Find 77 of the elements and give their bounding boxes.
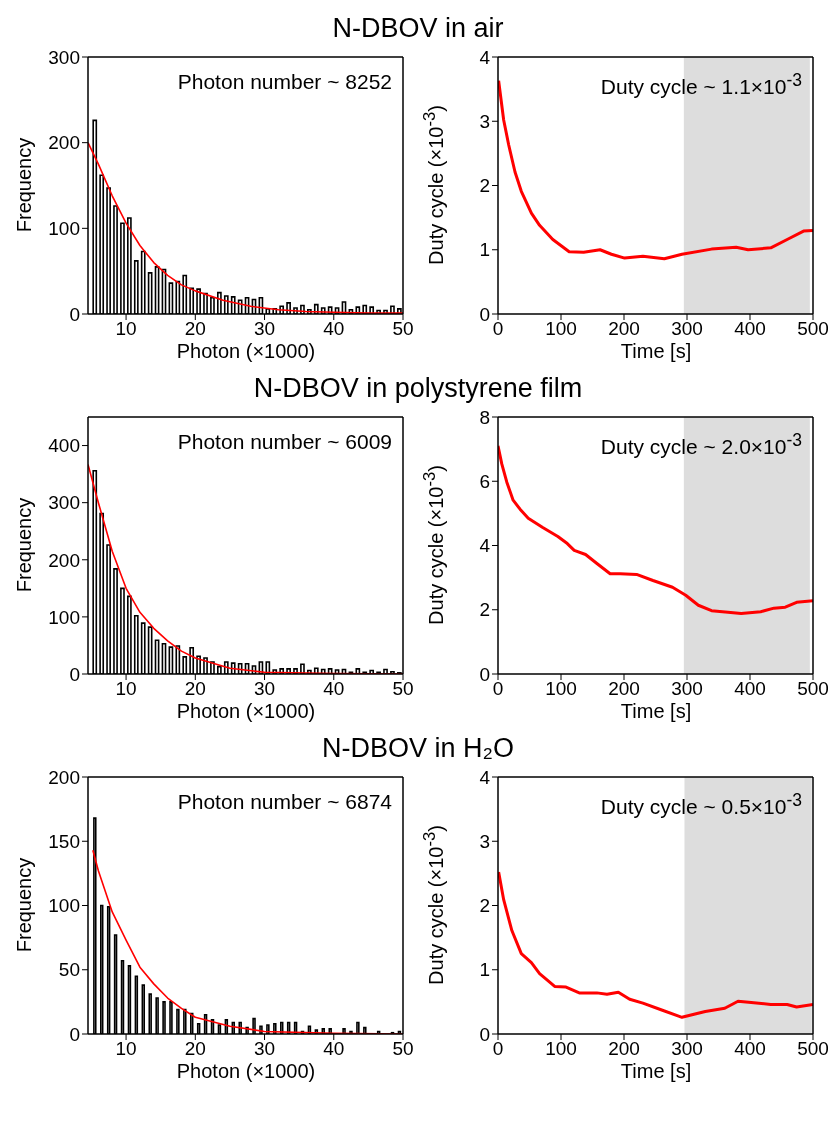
y-tick-label: 0 <box>69 663 80 685</box>
x-tick-label: 300 <box>671 318 703 340</box>
x-tick-label: 50 <box>392 678 414 700</box>
chart-title: N-DBOV in H₂O <box>321 733 514 763</box>
annotation: Duty cycle ~ 2.0×10$^{-3}$ <box>600 430 802 459</box>
y-tick-label: 200 <box>48 766 80 788</box>
y-tick-label: 0 <box>69 303 80 325</box>
x-tick-label: 20 <box>184 1038 206 1060</box>
y-tick-label: 300 <box>48 492 80 514</box>
y-tick-label: 100 <box>48 218 80 240</box>
x-axis-title: Time [s] <box>619 700 693 723</box>
chart-title: N-DBOV in air <box>332 13 504 43</box>
x-axis-title: Photon (×1000) <box>175 340 317 363</box>
x-tick-label: 200 <box>608 678 640 700</box>
y-tick-label: 200 <box>48 132 80 154</box>
x-tick-label: 200 <box>608 1038 640 1060</box>
y-tick-label: 400 <box>48 435 80 457</box>
x-tick-label: 400 <box>734 678 766 700</box>
x-tick-label: 30 <box>253 1038 276 1060</box>
x-tick-label: 100 <box>545 318 577 340</box>
x-tick-label: 200 <box>608 318 640 340</box>
y-tick-label: 4 <box>479 766 491 788</box>
x-tick-label: 10 <box>115 318 137 340</box>
x-tick-label: 30 <box>253 678 276 700</box>
x-tick-label: 100 <box>545 678 577 700</box>
y-tick-label: 8 <box>479 406 490 428</box>
y-tick-label: 200 <box>48 549 80 571</box>
annotation: Photon number ~ 6874 <box>177 790 392 814</box>
y-tick-label: 2 <box>479 175 490 197</box>
annotation: Duty cycle ~ 0.5×10$^{-3}$ <box>600 790 802 819</box>
y-tick-label: 150 <box>48 830 80 852</box>
x-tick-label: 10 <box>115 1038 137 1060</box>
annotation: Duty cycle ~ 1.1×10$^{-3}$ <box>600 70 802 99</box>
x-tick-label: 100 <box>545 1038 577 1060</box>
x-tick-label: 40 <box>323 678 345 700</box>
y-tick-label: 4 <box>479 46 491 68</box>
y-tick-label: 2 <box>479 599 490 621</box>
y-tick-label: 50 <box>58 959 80 981</box>
x-tick-label: 400 <box>734 318 766 340</box>
y-axis-title: Frequency <box>12 137 36 233</box>
y-tick-label: 0 <box>69 1023 80 1045</box>
x-tick-label: 500 <box>797 1038 829 1060</box>
x-tick-label: 40 <box>323 318 345 340</box>
x-tick-label: 300 <box>671 1038 703 1060</box>
y-tick-label: 1 <box>479 959 490 981</box>
x-axis-title: Photon (×1000) <box>175 1060 317 1083</box>
x-tick-label: 50 <box>392 1038 414 1060</box>
y-axis-title: Frequency <box>12 857 36 953</box>
y-tick-label: 3 <box>479 111 490 132</box>
y-tick-label: 0 <box>479 663 490 685</box>
y-tick-label: 3 <box>479 830 490 852</box>
y-axis-title: Frequency <box>12 497 36 593</box>
x-tick-label: 30 <box>253 318 276 340</box>
x-tick-label: 300 <box>671 678 703 700</box>
y-tick-label: 1 <box>479 239 490 261</box>
annotation: Photon number ~ 8252 <box>177 70 392 94</box>
chart-title: N-DBOV in polystyrene film <box>253 373 583 403</box>
x-tick-label: 400 <box>734 1038 766 1060</box>
x-tick-label: 20 <box>184 678 206 700</box>
x-tick-label: 500 <box>797 318 829 340</box>
y-tick-label: 300 <box>48 46 80 68</box>
y-tick-label: 100 <box>48 895 80 917</box>
y-tick-label: 100 <box>48 606 80 628</box>
x-axis-title: Photon (×1000) <box>175 700 317 723</box>
x-tick-label: 10 <box>115 678 137 700</box>
y-tick-label: 0 <box>479 303 490 325</box>
x-axis-title: Time [s] <box>619 340 693 363</box>
annotation: Photon number ~ 6009 <box>177 430 392 454</box>
x-tick-label: 40 <box>323 1038 345 1060</box>
y-tick-label: 4 <box>479 535 491 557</box>
y-tick-label: 0 <box>479 1023 490 1045</box>
x-tick-label: 50 <box>392 318 414 340</box>
y-tick-label: 2 <box>479 895 490 917</box>
x-tick-label: 20 <box>184 318 206 340</box>
x-axis-title: Time [s] <box>619 1060 693 1083</box>
y-tick-label: 6 <box>479 470 490 492</box>
x-tick-label: 500 <box>797 678 829 700</box>
